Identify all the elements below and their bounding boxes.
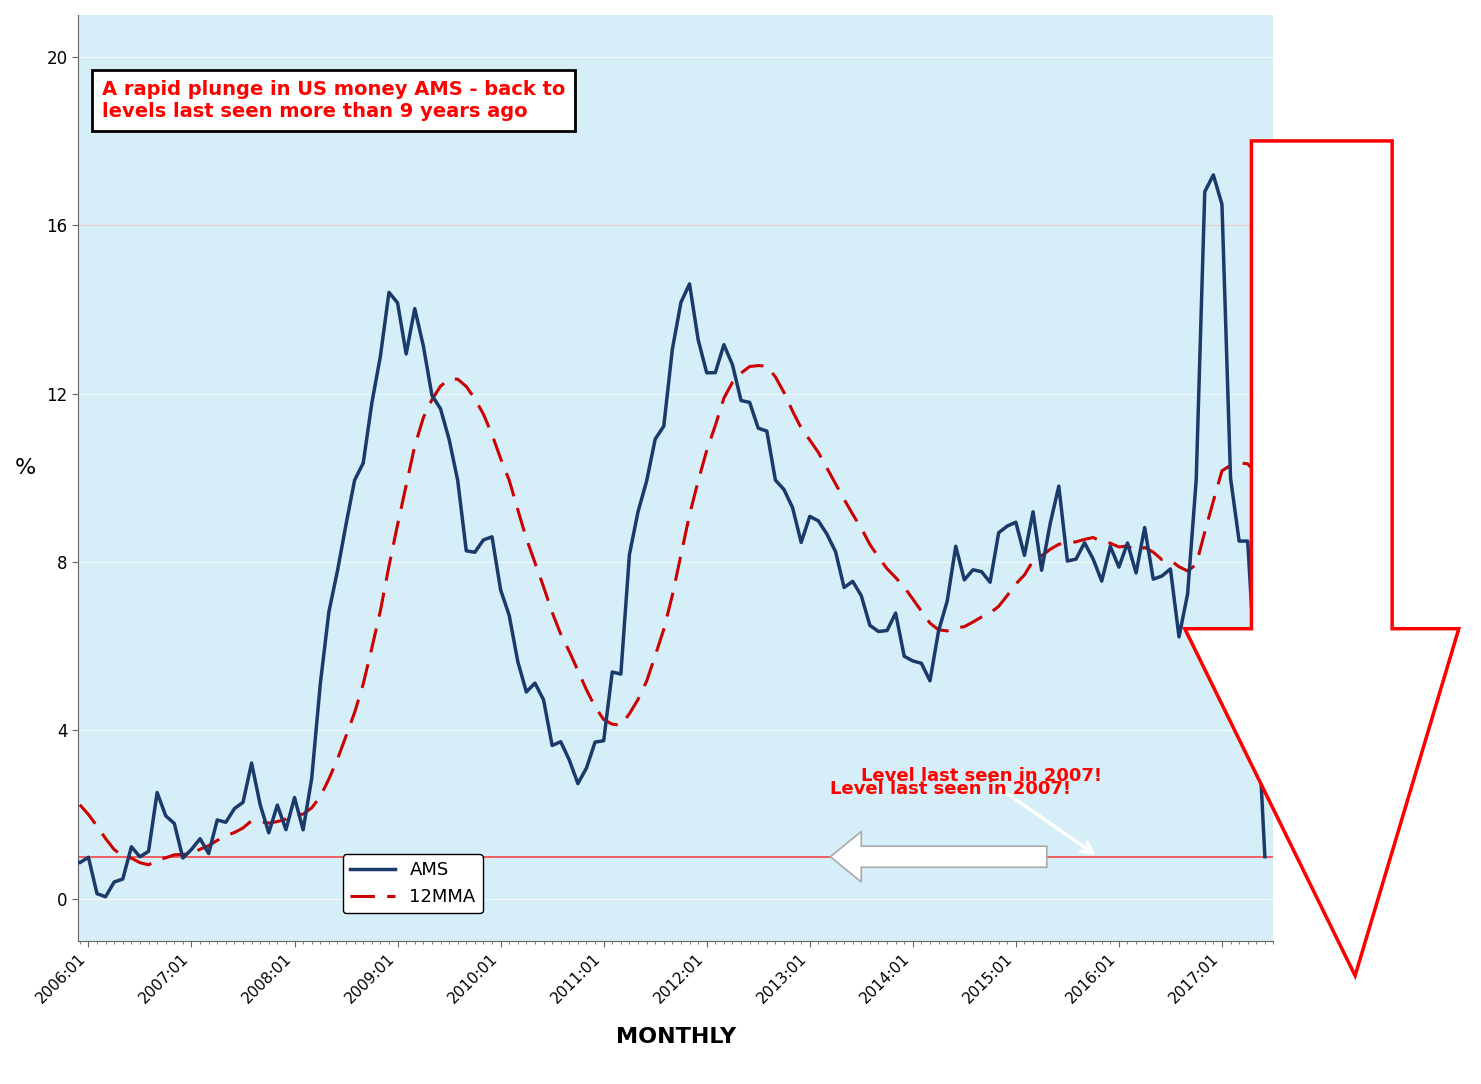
Text: Level last seen in 2007!: Level last seen in 2007! (831, 779, 1071, 798)
Line: AMS: AMS (0, 175, 1265, 896)
12MMA (1032, 550, 1050, 563)
AMS (1256, 850, 1274, 863)
AMS (96, 890, 114, 903)
12MMA (1256, 490, 1274, 503)
AMS (869, 625, 887, 638)
Text: Level last seen in 2007!: Level last seen in 2007! (862, 767, 1102, 853)
Y-axis label: %: % (15, 457, 36, 478)
AMS (655, 420, 672, 433)
12MMA (698, 444, 715, 457)
FancyArrow shape (831, 831, 1047, 882)
Legend: AMS, 12MMA: AMS, 12MMA (342, 854, 483, 914)
Text: A rapid plunge in US money AMS - back to
levels last seen more than 9 years ago: A rapid plunge in US money AMS - back to… (102, 80, 566, 120)
12MMA (397, 479, 415, 492)
AMS (1204, 168, 1222, 181)
12MMA (860, 538, 878, 551)
AMS (492, 583, 509, 596)
12MMA (646, 649, 663, 662)
AMS (706, 366, 724, 379)
12MMA (483, 428, 501, 441)
Line: 12MMA: 12MMA (80, 365, 1265, 865)
AMS (406, 302, 424, 315)
X-axis label: MONTHLY: MONTHLY (616, 1028, 736, 1047)
AMS (1041, 517, 1059, 530)
